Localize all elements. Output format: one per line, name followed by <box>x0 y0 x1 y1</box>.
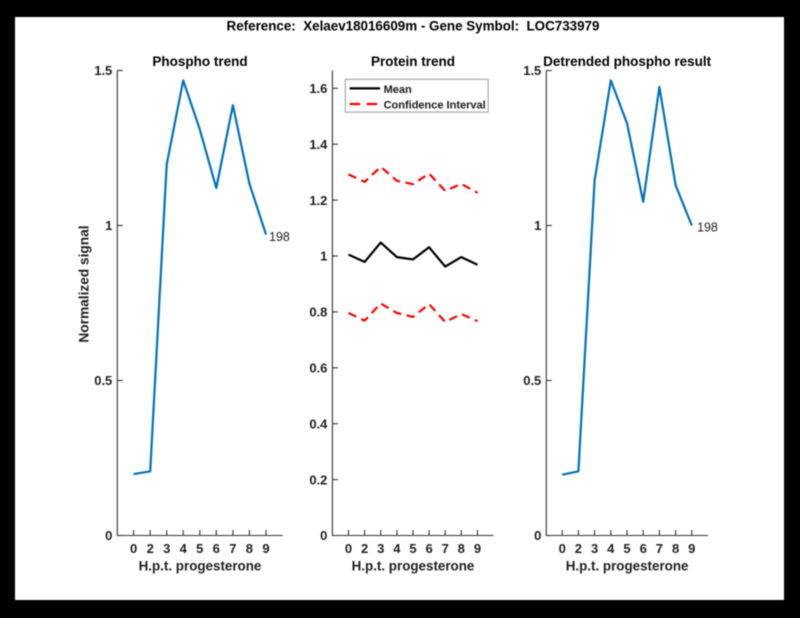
svg-text:9: 9 <box>688 541 695 556</box>
svg-text:0: 0 <box>559 541 566 556</box>
svg-text:H.p.t. progesterone: H.p.t. progesterone <box>566 559 689 574</box>
svg-text:Detrended phospho result: Detrended phospho result <box>543 54 712 69</box>
svg-text:0.5: 0.5 <box>523 373 541 388</box>
svg-text:Protein trend: Protein trend <box>371 54 455 69</box>
svg-text:3: 3 <box>591 541 598 556</box>
svg-text:2: 2 <box>361 541 368 556</box>
svg-text:1.4: 1.4 <box>309 137 328 152</box>
svg-text:198: 198 <box>697 221 718 235</box>
svg-text:9: 9 <box>474 541 481 556</box>
svg-text:6: 6 <box>213 541 220 556</box>
svg-text:7: 7 <box>656 541 663 556</box>
svg-text:0: 0 <box>320 528 327 543</box>
svg-text:Normalized signal: Normalized signal <box>77 225 92 342</box>
svg-text:0.4: 0.4 <box>309 416 328 431</box>
svg-text:0.5: 0.5 <box>94 373 112 388</box>
svg-text:8: 8 <box>246 541 253 556</box>
svg-text:7: 7 <box>229 541 236 556</box>
svg-text:4: 4 <box>393 541 401 556</box>
svg-text:5: 5 <box>409 541 416 556</box>
svg-text:Reference: Xelaev18016609m -: Reference: Xelaev18016609m - Gene Symbol… <box>227 19 600 34</box>
svg-text:0.2: 0.2 <box>309 472 327 487</box>
svg-text:4: 4 <box>180 541 188 556</box>
svg-text:5: 5 <box>196 541 203 556</box>
svg-text:7: 7 <box>442 541 449 556</box>
svg-text:3: 3 <box>377 541 384 556</box>
svg-text:Phospho trend: Phospho trend <box>152 54 247 69</box>
svg-text:Confidence Interval: Confidence Interval <box>384 99 486 111</box>
svg-text:1: 1 <box>105 218 112 233</box>
svg-text:1: 1 <box>320 249 327 264</box>
svg-text:0: 0 <box>345 541 352 556</box>
svg-text:9: 9 <box>262 541 269 556</box>
svg-text:0: 0 <box>130 541 137 556</box>
svg-text:H.p.t. progesterone: H.p.t. progesterone <box>139 559 262 574</box>
svg-text:1.6: 1.6 <box>309 81 327 96</box>
svg-text:4: 4 <box>607 541 615 556</box>
svg-text:8: 8 <box>672 541 679 556</box>
svg-text:0.6: 0.6 <box>309 361 327 376</box>
svg-text:2: 2 <box>147 541 154 556</box>
svg-text:3: 3 <box>163 541 170 556</box>
svg-text:H.p.t. progesterone: H.p.t. progesterone <box>352 559 475 574</box>
svg-text:198: 198 <box>269 230 290 244</box>
svg-text:0: 0 <box>105 528 112 543</box>
svg-text:1: 1 <box>534 218 541 233</box>
svg-text:1.5: 1.5 <box>94 63 112 78</box>
svg-text:Mean: Mean <box>384 84 412 96</box>
svg-text:0.8: 0.8 <box>309 305 327 320</box>
svg-text:6: 6 <box>640 541 647 556</box>
svg-text:1.2: 1.2 <box>309 193 327 208</box>
svg-text:2: 2 <box>575 541 582 556</box>
svg-text:0: 0 <box>534 528 541 543</box>
svg-text:8: 8 <box>458 541 465 556</box>
svg-text:1.5: 1.5 <box>523 63 541 78</box>
svg-text:5: 5 <box>623 541 630 556</box>
svg-text:6: 6 <box>425 541 432 556</box>
